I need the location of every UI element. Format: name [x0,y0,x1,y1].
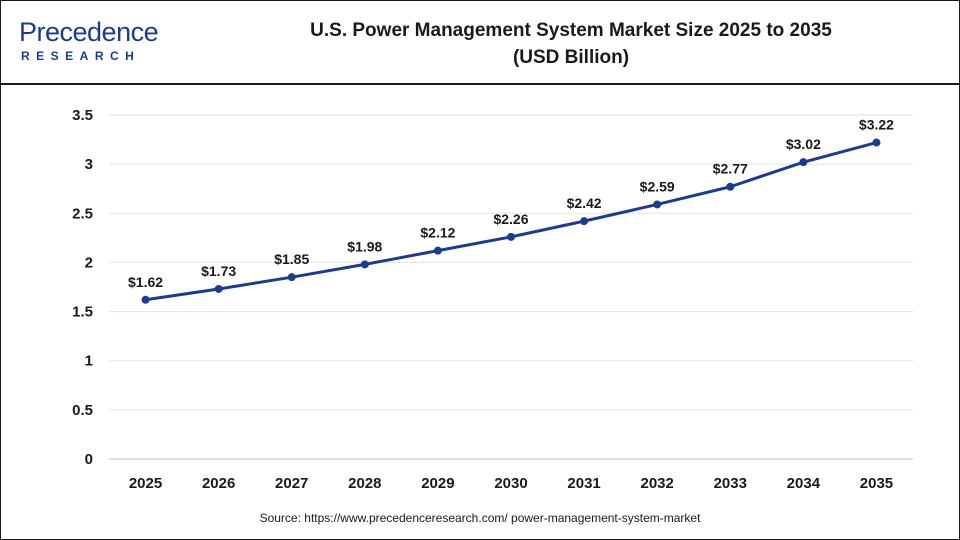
data-label: $1.62 [128,274,163,290]
brand-subtitle: RESEARCH [21,49,141,63]
x-tick-label: 2033 [714,475,747,492]
data-label: $2.59 [640,178,675,194]
y-tick-label: 3.5 [72,107,93,124]
data-point [726,182,735,191]
data-point [507,232,515,241]
y-tick-label: 0.5 [72,402,93,419]
data-label: $2.42 [567,195,602,211]
x-tick-label: 2032 [640,475,673,492]
data-label: $1.98 [347,238,382,254]
x-tick-label: 2025 [129,475,162,492]
data-point [872,138,881,147]
data-label: $2.26 [493,211,528,227]
y-tick-label: 2 [85,254,93,271]
chart-title: U.S. Power Management System Market Size… [221,17,921,71]
data-point [141,295,150,304]
data-label: $1.73 [201,263,236,279]
data-point [214,284,223,293]
x-tick-label: 2026 [202,475,235,492]
brand-logo: Precedence RESEARCH [15,15,165,67]
y-tick-label: 0 [85,451,93,468]
data-point [360,260,369,269]
chart-header: Precedence RESEARCH U.S. Power Managemen… [1,1,959,85]
x-tick-label: 2030 [494,475,527,492]
x-tick-label: 2034 [787,475,821,492]
chart-title-line1: U.S. Power Management System Market Size… [310,20,832,41]
data-point [653,200,662,209]
data-label: $3.02 [786,136,821,152]
data-label: $3.22 [859,117,894,133]
data-point [580,217,589,226]
x-tick-label: 2029 [421,475,454,492]
y-tick-label: 2.5 [72,205,93,222]
data-label: $2.77 [713,161,748,177]
data-point [433,246,442,255]
data-label: $1.85 [274,251,309,267]
chart-title-line2: (USD Billion) [512,47,630,68]
x-tick-label: 2035 [860,475,893,492]
x-tick-label: 2027 [275,475,308,492]
line-chart: 0 0.5 1 1.5 2 2.5 3 3.5 2025 2026 2027 2028 2029 2030… [72,107,913,492]
brand-name: Precedence [19,17,159,47]
x-tick-label: 2031 [567,475,600,492]
y-tick-label: 1.5 [72,304,93,321]
x-tick-label: 2028 [348,475,381,492]
y-tick-label: 3 [85,156,93,173]
y-tick-label: 1 [85,353,93,370]
data-label: $2.12 [420,225,455,241]
data-point [287,273,296,282]
source-note: Source: https://www.precedenceresearch.c… [259,511,701,525]
data-point [799,158,808,167]
